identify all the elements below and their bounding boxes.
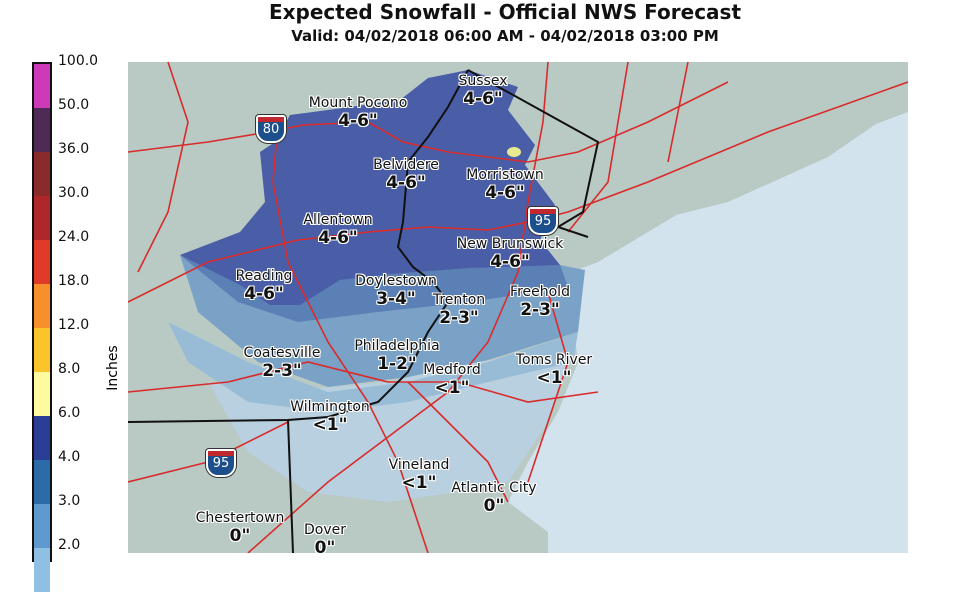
color-band bbox=[34, 548, 50, 592]
snowfall-amount: 2-3" bbox=[439, 308, 479, 328]
legend-tick-label: 24.0 bbox=[58, 229, 90, 245]
map-subtitle: Valid: 04/02/2018 06:00 AM - 04/02/2018 … bbox=[291, 27, 719, 45]
snowfall-amount: 2-3" bbox=[262, 361, 302, 381]
city-name: Freehold bbox=[510, 284, 570, 300]
color-band bbox=[34, 284, 50, 328]
legend-tick-label: 2.0 bbox=[58, 537, 81, 553]
city-label: Belvidere 4-6" bbox=[373, 157, 439, 193]
snowfall-amount: 3-4" bbox=[376, 289, 416, 309]
city-name: Mount Pocono bbox=[308, 95, 408, 111]
zone-3-4 bbox=[180, 255, 568, 322]
interstate-80-shield: 80 bbox=[256, 115, 286, 143]
city-label: Allentown 4-6" bbox=[303, 212, 372, 248]
city-label: Medford <1" bbox=[423, 362, 480, 398]
city-name: Dover bbox=[304, 522, 346, 538]
city-name: Sussex bbox=[458, 73, 508, 89]
city-label: Toms River <1" bbox=[516, 352, 592, 388]
legend-tick-label: 18.0 bbox=[58, 273, 90, 289]
snowfall-amount: 2-3" bbox=[520, 300, 560, 320]
color-band bbox=[34, 460, 50, 504]
color-band bbox=[34, 152, 50, 196]
color-band bbox=[34, 328, 50, 372]
city-name: Doylestown bbox=[355, 273, 437, 289]
city-name: Philadelphia bbox=[354, 338, 440, 354]
snowfall-amount: 0" bbox=[483, 496, 505, 516]
snowfall-amount: <1" bbox=[312, 415, 348, 435]
city-name: Medford bbox=[423, 362, 481, 378]
city-label: Atlantic City 0" bbox=[451, 480, 536, 516]
city-name: Reading bbox=[235, 268, 293, 284]
snowfall-amount: 4-6" bbox=[338, 111, 378, 131]
legend-tick-label: 3.0 bbox=[58, 493, 81, 509]
city-name: Chestertown bbox=[195, 510, 285, 526]
long-island bbox=[598, 92, 908, 222]
color-bar-legend bbox=[32, 62, 52, 592]
interstate-95-shield: 95 bbox=[528, 207, 558, 235]
snowfall-amount: 4-6" bbox=[244, 284, 284, 304]
ocean bbox=[508, 112, 908, 553]
color-band bbox=[34, 416, 50, 460]
zone-less-than-1 bbox=[208, 352, 568, 502]
city-label: Doylestown 3-4" bbox=[355, 273, 437, 309]
snowfall-amount: 4-6" bbox=[490, 252, 530, 272]
color-band bbox=[34, 64, 50, 108]
snowfall-map bbox=[128, 62, 908, 553]
city-name: Morristown bbox=[466, 167, 544, 183]
legend-tick-label: 36.0 bbox=[58, 141, 90, 157]
legend-tick-label: 6.0 bbox=[58, 405, 81, 421]
color-band bbox=[34, 108, 50, 152]
city-name: New Brunswick bbox=[456, 236, 564, 252]
city-label: Mount Pocono 4-6" bbox=[309, 95, 408, 131]
city-label: Trenton 2-3" bbox=[433, 292, 485, 328]
snowfall-amount: 4-6" bbox=[318, 228, 358, 248]
legend-tick-label: 100.0 bbox=[58, 53, 99, 69]
zone-1-2 bbox=[168, 322, 578, 412]
highway-network bbox=[128, 62, 908, 553]
legend-units-label: Inches bbox=[105, 345, 121, 391]
city-label: Freehold 2-3" bbox=[510, 284, 570, 320]
city-label: Sussex 4-6" bbox=[459, 73, 508, 109]
legend-tick-label: 8.0 bbox=[58, 361, 81, 377]
city-label: Coatesville 2-3" bbox=[244, 345, 321, 381]
city-label: Philadelphia 1-2" bbox=[354, 338, 439, 374]
city-name: Wilmington bbox=[290, 399, 370, 415]
city-name: Trenton bbox=[432, 292, 486, 308]
snowfall-amount: <1" bbox=[434, 378, 470, 398]
legend-tick-label: 50.0 bbox=[58, 97, 90, 113]
city-name: Allentown bbox=[303, 212, 373, 228]
color-band bbox=[34, 240, 50, 284]
interstate-95-shield: 95 bbox=[206, 449, 236, 477]
snowfall-amount: <1" bbox=[536, 368, 572, 388]
city-name: Toms River bbox=[515, 352, 593, 368]
city-name: Vineland bbox=[388, 457, 450, 473]
city-name: Atlantic City bbox=[451, 480, 537, 496]
city-label: Vineland <1" bbox=[389, 457, 450, 493]
city-label: Reading 4-6" bbox=[236, 268, 293, 304]
city-label: Chestertown 0" bbox=[196, 510, 285, 546]
city-name: Coatesville bbox=[243, 345, 321, 361]
zone-6-8 bbox=[507, 147, 521, 157]
snowfall-amount: <1" bbox=[401, 473, 437, 493]
city-name: Belvidere bbox=[373, 157, 439, 173]
color-band bbox=[34, 196, 50, 240]
color-band bbox=[34, 372, 50, 416]
city-label: Wilmington <1" bbox=[290, 399, 370, 435]
map-title: Expected Snowfall - Official NWS Forecas… bbox=[268, 0, 742, 24]
snowfall-amount: 4-6" bbox=[386, 173, 426, 193]
color-band bbox=[34, 504, 50, 548]
state-borders bbox=[128, 69, 600, 553]
city-label: New Brunswick 4-6" bbox=[457, 236, 564, 272]
legend-tick-label: 12.0 bbox=[58, 317, 90, 333]
snowfall-amount: 1-2" bbox=[377, 354, 417, 374]
snowfall-amount: 0" bbox=[229, 526, 251, 546]
snowfall-amount: 0" bbox=[314, 538, 336, 558]
city-label: Morristown 4-6" bbox=[466, 167, 543, 203]
legend-tick-label: 30.0 bbox=[58, 185, 90, 201]
snowfall-amount: 4-6" bbox=[485, 183, 525, 203]
legend-tick-label: 4.0 bbox=[58, 449, 81, 465]
snowfall-amount: 4-6" bbox=[463, 89, 503, 109]
